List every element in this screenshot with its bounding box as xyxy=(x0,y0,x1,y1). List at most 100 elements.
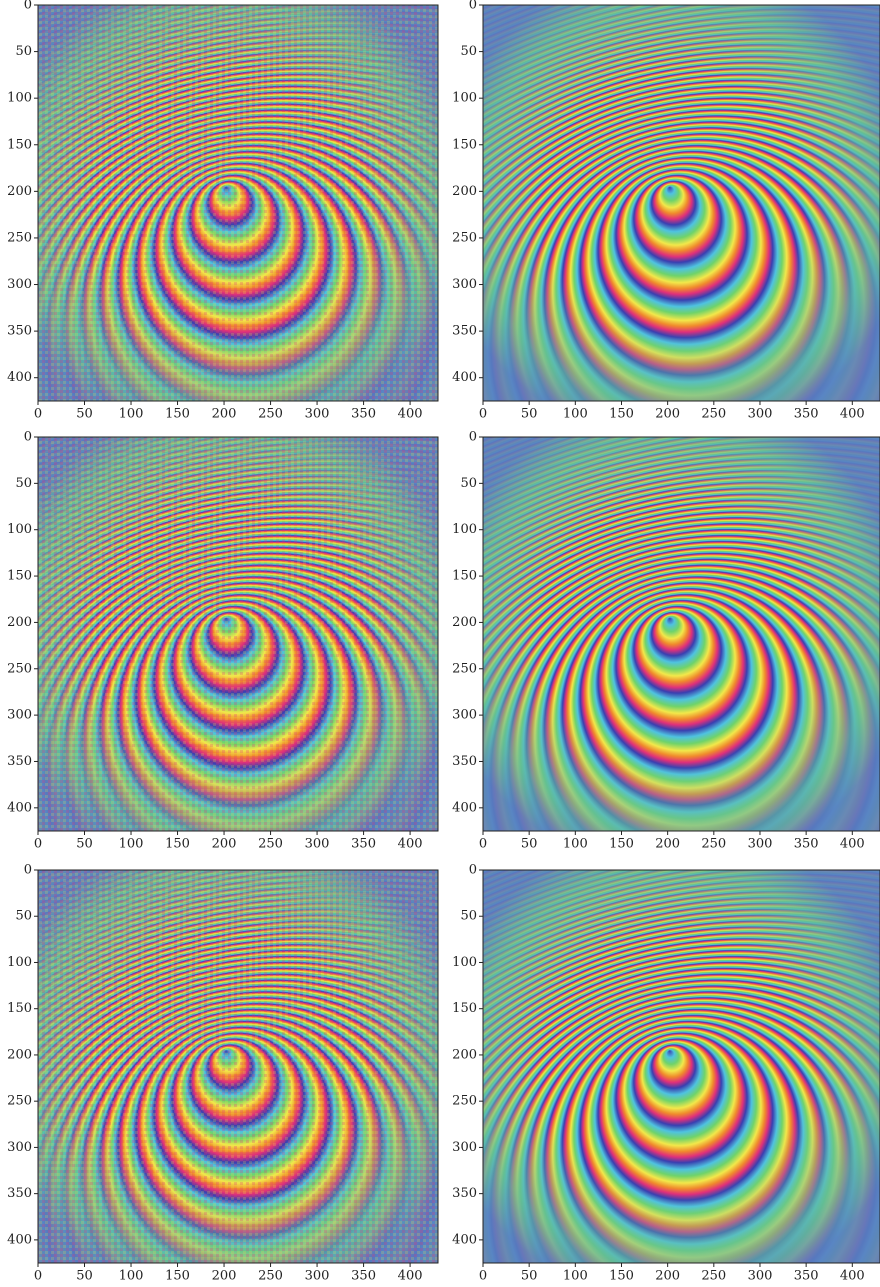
x-tick-label: 400 xyxy=(398,407,423,422)
axes-frame xyxy=(482,869,880,1264)
y-tick-label: 100 xyxy=(7,91,32,106)
y-tick-label: 0 xyxy=(24,0,32,13)
x-tick-label: 50 xyxy=(521,1269,538,1284)
y-tick-label: 100 xyxy=(7,522,32,537)
x-tick-label: 200 xyxy=(212,837,237,852)
y-tick-label: 200 xyxy=(452,184,477,199)
y-tick-label: 250 xyxy=(452,661,477,676)
x-tick-label: 200 xyxy=(655,407,680,422)
y-tick-label: 400 xyxy=(7,370,32,385)
x-tick-label: 150 xyxy=(165,1269,190,1284)
y-tick-label: 300 xyxy=(7,708,32,723)
y-tick-label: 100 xyxy=(7,955,32,970)
interferogram-background xyxy=(483,5,880,401)
x-tick-label: 350 xyxy=(794,407,819,422)
x-tick-label: 300 xyxy=(748,837,773,852)
y-tick-label: 400 xyxy=(452,370,477,385)
y-tick-label: 0 xyxy=(469,0,477,13)
x-tick-label: 250 xyxy=(701,837,726,852)
x-tick-label: 200 xyxy=(655,837,680,852)
x-tick-label: 100 xyxy=(563,837,588,852)
y-tick-label: 100 xyxy=(452,955,477,970)
x-tick-label: 350 xyxy=(351,1269,376,1284)
x-tick-label: 100 xyxy=(119,407,144,422)
y-tick-label: 250 xyxy=(452,1094,477,1109)
x-tick-label: 200 xyxy=(212,1269,237,1284)
y-tick-label: 50 xyxy=(15,909,32,924)
y-tick-label: 300 xyxy=(452,1140,477,1155)
x-tick-label: 300 xyxy=(305,407,330,422)
y-tick-label: 200 xyxy=(452,615,477,630)
x-tick-label: 50 xyxy=(76,407,93,422)
x-tick-label: 400 xyxy=(398,1269,423,1284)
y-tick-label: 300 xyxy=(7,1140,32,1155)
x-tick-label: 0 xyxy=(479,1269,487,1284)
y-tick-label: 300 xyxy=(452,277,477,292)
y-tick-label: 350 xyxy=(452,1186,477,1201)
y-tick-label: 50 xyxy=(15,44,32,59)
x-tick-label: 250 xyxy=(701,407,726,422)
x-tick-label: 250 xyxy=(701,1269,726,1284)
y-tick-label: 50 xyxy=(460,909,477,924)
y-tick-label: 50 xyxy=(15,476,32,491)
y-tick-label: 200 xyxy=(452,1047,477,1062)
y-tick-label: 0 xyxy=(24,863,32,878)
axes-frame xyxy=(482,4,880,402)
x-tick-label: 150 xyxy=(165,837,190,852)
interferogram-noise xyxy=(38,870,438,1263)
interferogram-noise xyxy=(38,5,438,401)
x-tick-label: 0 xyxy=(34,407,42,422)
x-tick-label: 0 xyxy=(34,1269,42,1284)
y-tick-label: 0 xyxy=(469,430,477,445)
x-tick-label: 300 xyxy=(748,407,773,422)
x-tick-label: 250 xyxy=(258,837,283,852)
x-tick-label: 300 xyxy=(305,837,330,852)
axes-frame xyxy=(37,436,439,832)
y-tick-label: 300 xyxy=(452,708,477,723)
y-tick-label: 200 xyxy=(7,615,32,630)
interferogram-background xyxy=(483,870,880,1263)
x-tick-label: 0 xyxy=(479,407,487,422)
axes-frame xyxy=(482,436,880,832)
y-tick-label: 350 xyxy=(7,1186,32,1201)
x-tick-label: 300 xyxy=(305,1269,330,1284)
y-tick-label: 100 xyxy=(452,522,477,537)
x-tick-label: 400 xyxy=(840,837,865,852)
x-tick-label: 300 xyxy=(748,1269,773,1284)
x-tick-label: 150 xyxy=(609,407,634,422)
y-tick-label: 400 xyxy=(7,1232,32,1247)
x-tick-label: 200 xyxy=(212,407,237,422)
x-tick-label: 50 xyxy=(521,407,538,422)
y-tick-label: 350 xyxy=(452,324,477,339)
x-tick-label: 200 xyxy=(655,1269,680,1284)
x-tick-label: 100 xyxy=(119,1269,144,1284)
axes-frame xyxy=(37,869,439,1264)
x-tick-label: 400 xyxy=(840,1269,865,1284)
interferogram-noise xyxy=(38,437,438,831)
y-tick-label: 400 xyxy=(7,800,32,815)
x-tick-label: 150 xyxy=(609,1269,634,1284)
y-tick-label: 100 xyxy=(452,91,477,106)
y-tick-label: 150 xyxy=(452,569,477,584)
x-tick-label: 350 xyxy=(351,837,376,852)
y-tick-label: 50 xyxy=(460,476,477,491)
interferogram-background xyxy=(483,437,880,831)
x-tick-label: 0 xyxy=(34,837,42,852)
y-tick-label: 200 xyxy=(7,1047,32,1062)
x-tick-label: 50 xyxy=(521,837,538,852)
x-tick-label: 150 xyxy=(609,837,634,852)
y-tick-label: 150 xyxy=(452,1001,477,1016)
x-tick-label: 400 xyxy=(398,837,423,852)
axes-frame xyxy=(37,4,439,402)
x-tick-label: 100 xyxy=(563,1269,588,1284)
x-tick-label: 350 xyxy=(794,837,819,852)
y-tick-label: 250 xyxy=(452,230,477,245)
y-tick-label: 0 xyxy=(469,863,477,878)
y-tick-label: 150 xyxy=(452,137,477,152)
x-tick-label: 350 xyxy=(351,407,376,422)
y-tick-label: 250 xyxy=(7,230,32,245)
y-tick-label: 50 xyxy=(460,44,477,59)
y-tick-label: 150 xyxy=(7,1001,32,1016)
y-tick-label: 150 xyxy=(7,569,32,584)
x-tick-label: 50 xyxy=(76,837,93,852)
